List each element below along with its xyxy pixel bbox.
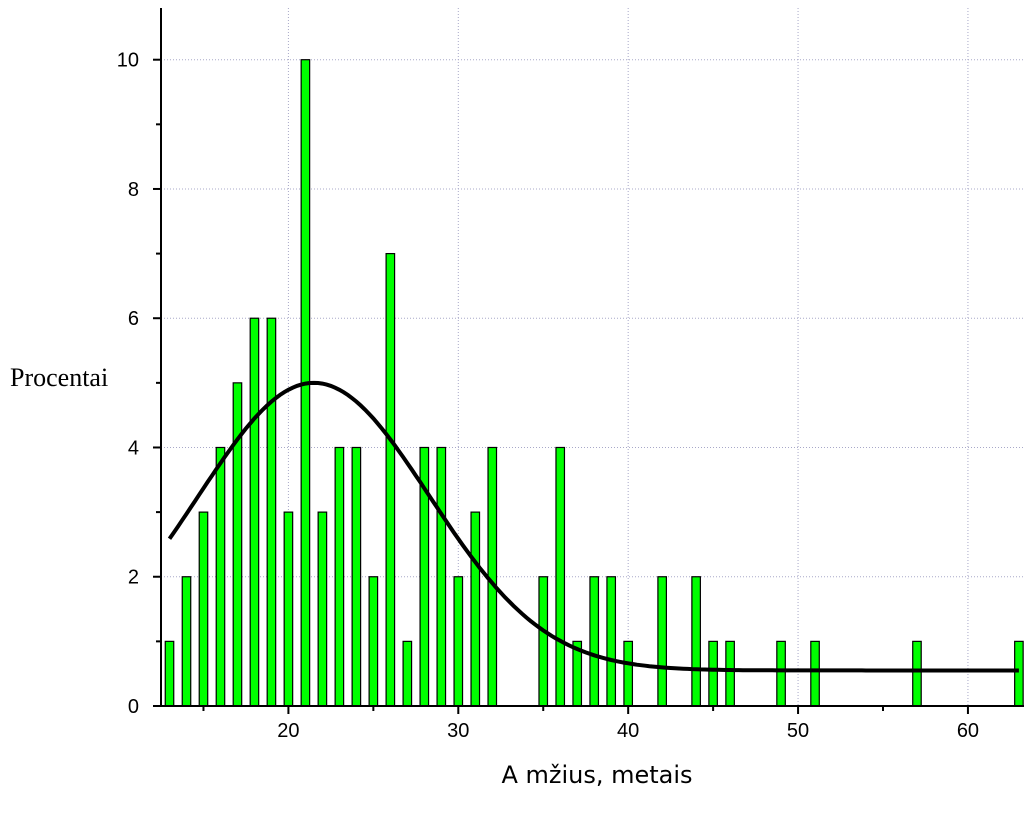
y-tick-label: 8 xyxy=(128,179,139,201)
bar xyxy=(351,446,362,707)
fit-curve xyxy=(167,380,1019,673)
bar xyxy=(606,576,617,707)
bar xyxy=(725,640,735,707)
bar xyxy=(776,640,786,707)
bar xyxy=(266,317,277,707)
y-tick-label: 6 xyxy=(128,308,139,330)
x-tick-label: 40 xyxy=(617,720,639,742)
bar xyxy=(181,576,192,707)
y-tick-label: 4 xyxy=(128,437,139,459)
bar xyxy=(912,640,922,707)
y-tick-label: 10 xyxy=(117,50,139,72)
bar xyxy=(436,446,447,707)
y-tick-label: 2 xyxy=(128,567,139,589)
bar xyxy=(385,252,396,707)
bar xyxy=(657,576,667,707)
bar xyxy=(1014,640,1024,707)
y-axis-label: Procentai xyxy=(10,363,108,392)
x-tick-label: 20 xyxy=(277,720,299,742)
bar xyxy=(334,446,345,707)
bar xyxy=(232,382,243,707)
bar xyxy=(623,640,634,707)
bar xyxy=(402,640,413,707)
bar xyxy=(198,511,209,707)
grid-lines xyxy=(161,8,1024,706)
bar xyxy=(538,576,549,707)
x-tick-label: 30 xyxy=(447,720,469,742)
bar xyxy=(555,446,566,707)
bar xyxy=(368,576,379,707)
bar xyxy=(453,576,464,707)
bar xyxy=(164,640,175,707)
bar xyxy=(215,446,226,707)
ticks-group: 20 30 40 50 60 0 2 4 6 8 10 xyxy=(117,50,979,742)
bar xyxy=(283,511,294,707)
bar xyxy=(691,576,701,707)
bar xyxy=(249,317,260,707)
bar xyxy=(317,511,328,707)
bar xyxy=(589,576,600,707)
x-tick-label: 50 xyxy=(787,720,809,742)
y-tick-label: 0 xyxy=(128,696,139,718)
x-tick-label: 60 xyxy=(957,720,979,742)
bars-group xyxy=(164,59,1024,707)
bar xyxy=(470,511,481,707)
bar xyxy=(810,640,820,707)
bar xyxy=(708,640,718,707)
x-axis-label: A mžius, metais xyxy=(501,761,692,789)
